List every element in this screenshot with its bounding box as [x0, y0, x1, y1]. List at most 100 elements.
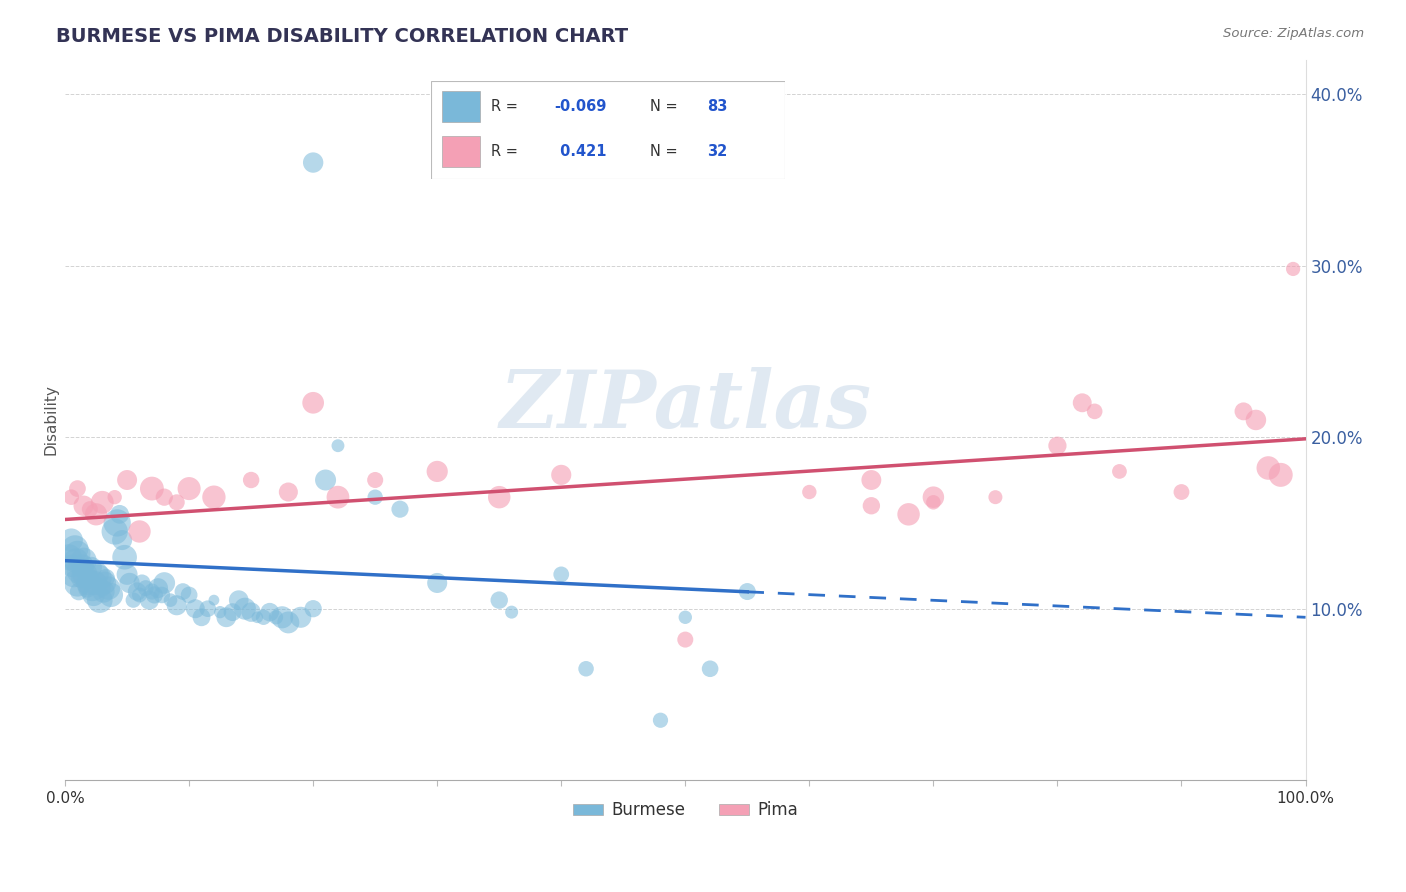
Point — [233, 601, 256, 615]
Text: Source: ZipAtlas.com: Source: ZipAtlas.com — [1223, 27, 1364, 40]
Point — [202, 593, 225, 607]
Point — [60, 490, 83, 504]
Point — [575, 662, 598, 676]
Point — [799, 485, 821, 500]
Point — [228, 593, 250, 607]
Point — [737, 584, 759, 599]
Point — [93, 584, 115, 599]
Point — [166, 495, 188, 509]
Point — [108, 508, 131, 522]
Point — [83, 576, 105, 591]
Point — [1084, 404, 1107, 418]
Point — [488, 490, 510, 504]
Point — [66, 482, 89, 496]
Point — [138, 593, 160, 607]
Point — [302, 601, 325, 615]
Point — [62, 558, 84, 573]
Point — [153, 490, 176, 504]
Point — [860, 473, 883, 487]
Point — [259, 605, 281, 619]
Point — [135, 581, 157, 595]
Point — [118, 576, 141, 591]
Point — [150, 588, 173, 602]
Point — [240, 473, 263, 487]
Point — [426, 576, 449, 591]
Point — [673, 632, 696, 647]
Point — [897, 508, 920, 522]
Point — [60, 533, 83, 547]
Point — [72, 558, 94, 573]
Y-axis label: Disability: Disability — [44, 384, 58, 456]
Point — [84, 508, 107, 522]
Point — [1170, 485, 1192, 500]
Point — [76, 581, 98, 595]
Point — [315, 473, 337, 487]
Point — [73, 554, 96, 568]
Point — [65, 554, 87, 568]
Point — [388, 502, 411, 516]
Point — [73, 567, 96, 582]
Point — [184, 601, 207, 615]
Point — [673, 610, 696, 624]
Point — [1046, 439, 1069, 453]
Point — [83, 588, 105, 602]
Point — [271, 610, 294, 624]
Point — [114, 550, 136, 565]
Point — [131, 576, 153, 591]
Point — [153, 576, 176, 591]
Point — [1232, 404, 1254, 418]
Point — [290, 610, 312, 624]
Point — [1270, 467, 1292, 482]
Point — [922, 495, 945, 509]
Point — [277, 615, 299, 630]
Point — [550, 467, 572, 482]
Point — [326, 490, 349, 504]
Point — [73, 499, 96, 513]
Point — [252, 610, 274, 624]
Point — [550, 567, 572, 582]
Point — [115, 567, 138, 582]
Point — [84, 567, 107, 582]
Text: BURMESE VS PIMA DISABILITY CORRELATION CHART: BURMESE VS PIMA DISABILITY CORRELATION C… — [56, 27, 628, 45]
Point — [159, 593, 181, 607]
Point — [104, 490, 127, 504]
Point — [326, 439, 349, 453]
Text: ZIPatlas: ZIPatlas — [499, 367, 872, 444]
Point — [277, 485, 299, 500]
Point — [172, 584, 194, 599]
Point — [67, 584, 90, 599]
Point — [1282, 262, 1305, 277]
Point — [984, 490, 1007, 504]
Point — [66, 576, 89, 591]
Point — [179, 482, 201, 496]
Point — [364, 490, 387, 504]
Point — [58, 550, 80, 565]
Point — [302, 396, 325, 410]
Point — [215, 610, 238, 624]
Point — [87, 571, 110, 585]
Point — [91, 495, 114, 509]
Legend: Burmese, Pima: Burmese, Pima — [567, 795, 804, 826]
Point — [141, 482, 163, 496]
Point — [364, 473, 387, 487]
Point — [79, 571, 101, 585]
Point — [166, 599, 188, 613]
Point — [79, 502, 101, 516]
Point — [62, 567, 84, 582]
Point — [94, 576, 117, 591]
Point — [246, 610, 269, 624]
Point — [202, 490, 225, 504]
Point — [80, 560, 103, 574]
Point — [89, 593, 111, 607]
Point — [63, 541, 86, 556]
Point — [77, 576, 100, 591]
Point — [240, 605, 263, 619]
Point — [650, 713, 672, 727]
Point — [146, 581, 169, 595]
Point — [1071, 396, 1094, 410]
Point — [488, 593, 510, 607]
Point — [66, 547, 89, 561]
Point — [179, 588, 201, 602]
Point — [922, 490, 945, 504]
Point — [860, 499, 883, 513]
